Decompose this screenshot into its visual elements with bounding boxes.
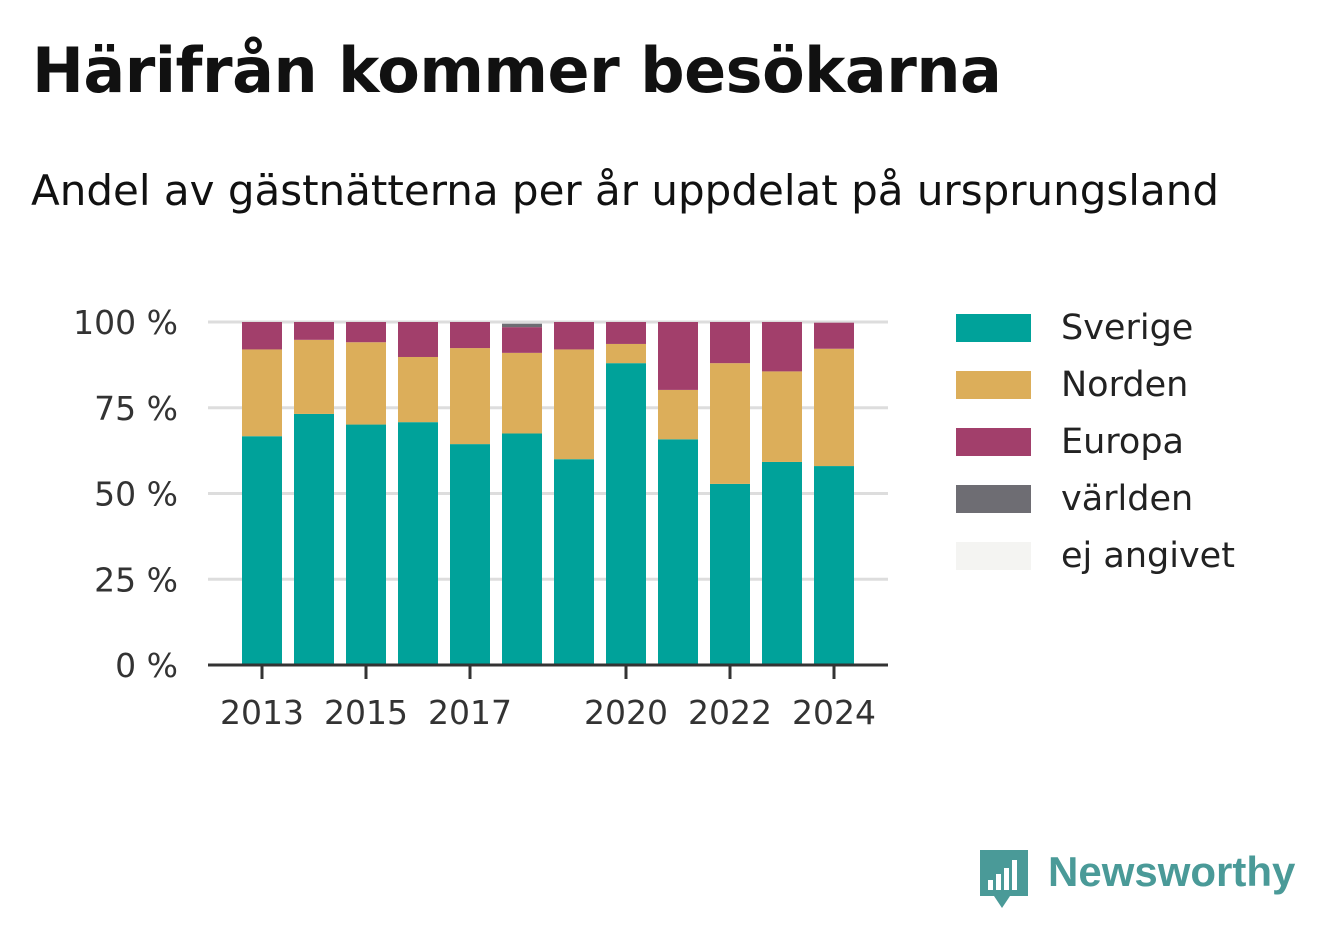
bar-europa: [814, 322, 854, 349]
bar-sverige: [710, 483, 750, 665]
y-tick-label: 25 %: [94, 560, 178, 599]
legend-swatch: [956, 485, 1031, 513]
bar-sverige: [658, 439, 698, 665]
chart-title: Härifrån kommer besökarna: [32, 34, 1002, 107]
legend-swatch: [956, 428, 1031, 456]
x-tick-label: 2015: [324, 693, 408, 732]
y-tick-label: 100 %: [73, 303, 178, 342]
bar-europa: [658, 322, 698, 390]
y-tick-label: 75 %: [94, 389, 178, 428]
bar-norden: [814, 348, 854, 467]
bar-norden: [450, 348, 490, 445]
y-tick-label: 50 %: [94, 475, 178, 514]
bar-sverige: [242, 436, 282, 665]
legend-label: ej angivet: [1061, 536, 1235, 576]
bar-europa: [294, 322, 334, 340]
x-tick-label: 2024: [792, 693, 876, 732]
brand-name: Newsworthy: [1048, 848, 1296, 895]
bar-norden: [502, 352, 542, 434]
bar-sverige: [502, 433, 542, 665]
bar-sverige: [294, 413, 334, 665]
bar-sverige: [450, 444, 490, 665]
legend-label: Europa: [1061, 422, 1184, 462]
legend-label: Sverige: [1061, 308, 1194, 348]
bar-norden: [710, 363, 750, 484]
bar-norden: [762, 371, 802, 462]
legend-label: Norden: [1061, 365, 1189, 405]
bar-norden: [398, 356, 438, 423]
bar-europa: [242, 322, 282, 350]
legend-swatch: [956, 542, 1031, 570]
bar-europa: [502, 327, 542, 353]
legend-label: världen: [1061, 479, 1194, 519]
bar-norden: [658, 389, 698, 440]
x-tick-label: 2017: [428, 693, 512, 732]
bar-sverige: [762, 461, 802, 665]
y-tick-label: 0 %: [115, 646, 178, 685]
legend-swatch: [956, 314, 1031, 342]
bar-sverige: [346, 424, 386, 665]
bar-chart-speech-bubble-icon: [980, 850, 1028, 908]
bar-europa: [554, 322, 594, 350]
bar-sverige: [606, 363, 646, 665]
bar-europa: [346, 322, 386, 343]
bar-europa: [710, 322, 750, 364]
bar-sverige: [398, 422, 438, 665]
legend-swatch: [956, 371, 1031, 399]
bar-norden: [554, 349, 594, 460]
x-tick-label: 2013: [220, 693, 304, 732]
chart-subtitle: Andel av gästnätterna per år uppdelat på…: [31, 166, 1219, 215]
x-tick-label: 2022: [688, 693, 772, 732]
bar-sverige: [814, 466, 854, 665]
x-tick-label: 2020: [584, 693, 668, 732]
bar-norden: [606, 343, 646, 364]
bar-världen: [502, 323, 542, 328]
bar-europa: [450, 322, 490, 349]
bar-europa: [606, 322, 646, 344]
bar-norden: [346, 342, 386, 425]
bar-europa: [398, 322, 438, 357]
bar-norden: [242, 349, 282, 437]
bar-norden: [294, 339, 334, 414]
bar-sverige: [554, 459, 594, 665]
bar-europa: [762, 322, 802, 372]
